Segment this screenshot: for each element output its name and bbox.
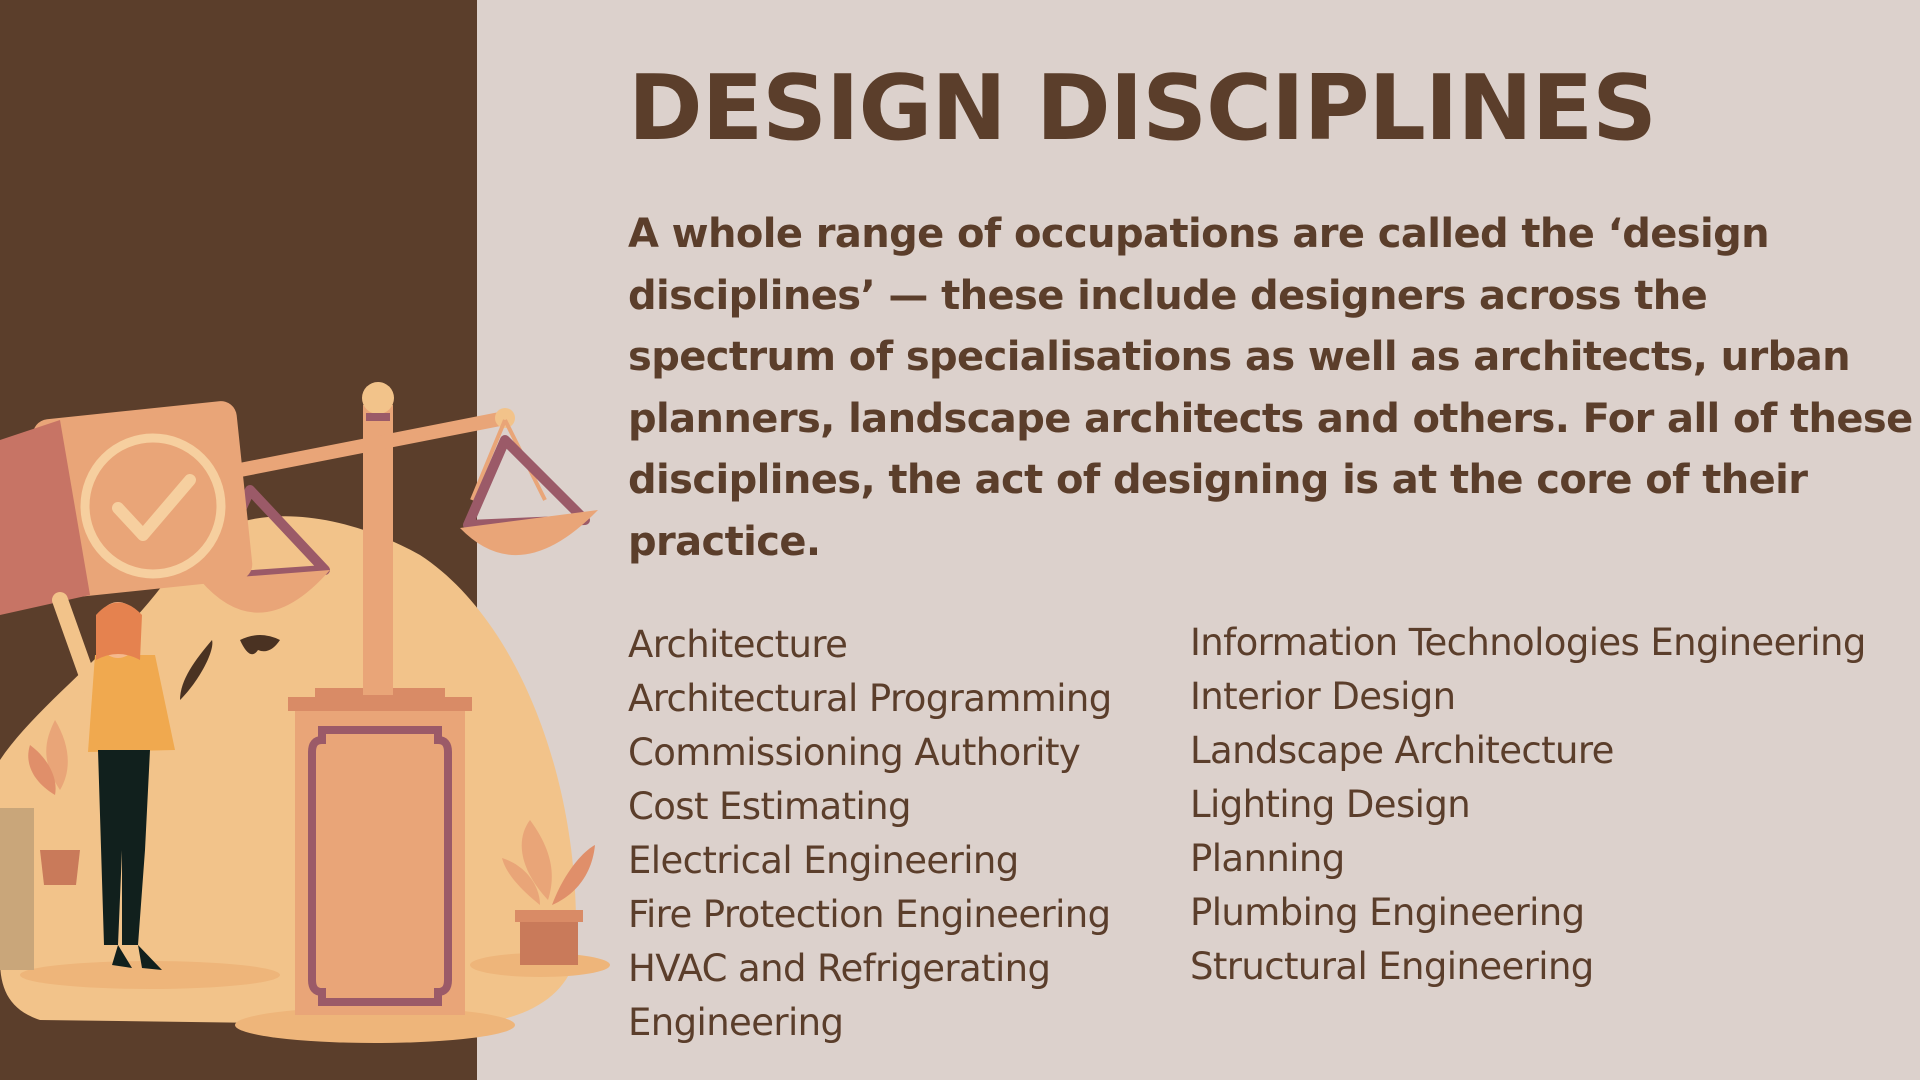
discipline-list-left: Architecture Architectural Programming C… xyxy=(628,618,1148,1050)
discipline-item: Planning xyxy=(1190,837,1345,880)
dark-leaf xyxy=(180,640,213,700)
discipline-item: Commissioning Authority xyxy=(628,731,1081,774)
side-bar xyxy=(0,808,34,970)
scale-beam xyxy=(233,411,512,477)
discipline-item: Information Technologies Engineering xyxy=(1190,621,1866,664)
discipline-item: Lighting Design xyxy=(1190,783,1471,826)
checkmark-box-icon xyxy=(0,401,253,615)
right-scale-pan xyxy=(460,419,598,556)
pedestal-shadow xyxy=(235,1007,515,1043)
discipline-list-right: Information Technologies Engineering Int… xyxy=(1190,616,1910,994)
discipline-item: Fire Protection Engineering xyxy=(628,893,1111,936)
left-plant-icon xyxy=(28,720,80,885)
scale-pole xyxy=(363,405,393,695)
slide-title: DESIGN DISCIPLINES xyxy=(628,56,1657,161)
discipline-item: Interior Design xyxy=(1190,675,1456,718)
dark-drip xyxy=(240,635,280,655)
discipline-item: Electrical Engineering xyxy=(628,839,1019,882)
justice-scale-illustration xyxy=(0,382,610,1043)
discipline-item: HVAC and Refrigerating Engineering xyxy=(628,947,1051,1044)
discipline-item: Cost Estimating xyxy=(628,785,912,828)
intro-paragraph: A whole range of occupations are called … xyxy=(628,211,1913,565)
ground-shadow xyxy=(20,961,280,989)
discipline-item: Plumbing Engineering xyxy=(1190,891,1585,934)
discipline-item: Architectural Programming xyxy=(628,677,1112,720)
discipline-item: Architecture xyxy=(628,623,848,666)
discipline-item: Structural Engineering xyxy=(1190,945,1594,988)
scale-pedestal xyxy=(288,688,472,1015)
right-plant-icon xyxy=(502,820,595,965)
woman-figure-icon xyxy=(52,592,176,970)
scale-top-knob xyxy=(362,382,394,414)
discipline-item: Landscape Architecture xyxy=(1190,729,1614,772)
